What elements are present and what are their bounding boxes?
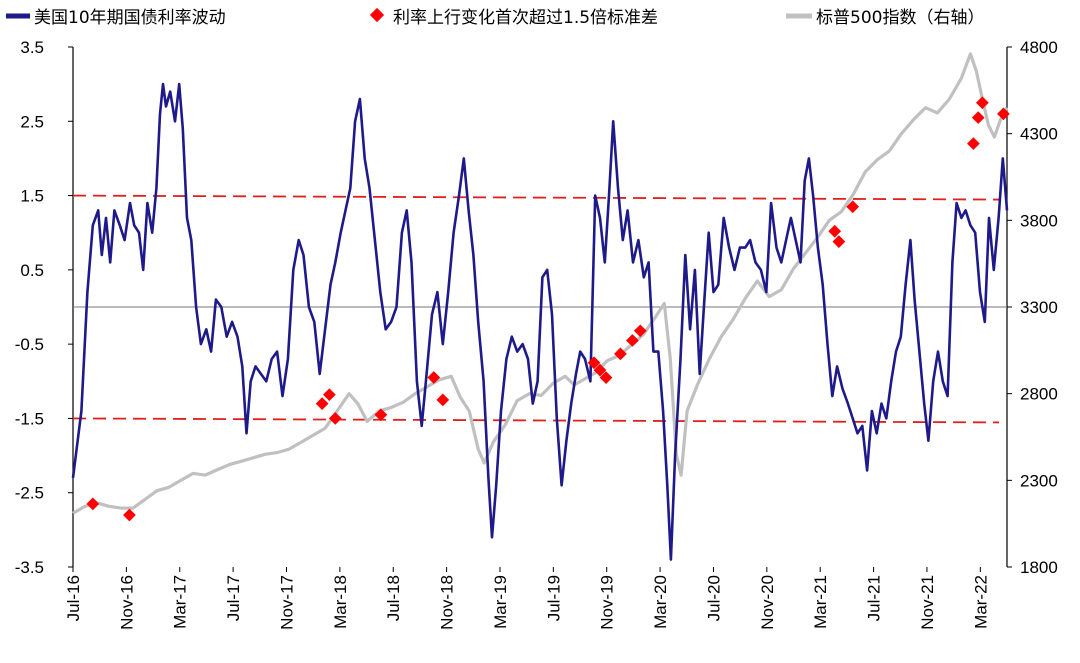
signal-marker [976, 96, 989, 110]
x-tick-label: Mar-22 [971, 575, 990, 629]
signal-marker [123, 508, 136, 522]
x-tick-label: Jul-19 [544, 575, 563, 621]
legend-marker-swatch [369, 7, 385, 23]
x-tick-label: Nov-19 [598, 575, 617, 630]
x-tick-label: Nov-20 [758, 575, 777, 630]
legend-marker-label: 利率上行变化首次超过1.5倍标准差 [393, 8, 658, 28]
signal-marker [593, 363, 607, 377]
signal-marker [599, 371, 613, 384]
y-left-tick-label: 3.5 [20, 38, 44, 57]
signal-marker [315, 397, 329, 410]
x-tick-label: Jul-20 [705, 575, 724, 621]
y-left-tick-label: 0.5 [20, 261, 44, 280]
x-tick-label: Mar-19 [491, 575, 510, 629]
x-tick-label: Mar-18 [331, 575, 350, 629]
y-left-tick-label: 1.5 [20, 187, 44, 206]
y-right-tick-label: 1800 [1020, 558, 1058, 577]
signal-marker [427, 371, 441, 384]
upper-threshold-line [72, 194, 1000, 201]
y-right-tick-label: 4300 [1020, 125, 1058, 144]
y-left-tick-label: -0.5 [15, 335, 44, 354]
signal-marker [322, 388, 336, 402]
signal-marker [374, 408, 388, 422]
signal-marker [828, 224, 842, 238]
signal-marker [832, 235, 846, 249]
y-left-tick-label: 2.5 [20, 112, 44, 131]
y-right-tick-label: 2300 [1020, 471, 1058, 490]
lower-threshold-line [72, 417, 1000, 424]
x-ticks: Jul-16 Nov-16 Mar-17 Jul-17 Nov-17 Mar-18 Jul-… [64, 567, 990, 630]
y-left-tick-label: -2.5 [15, 484, 44, 503]
x-tick-label: Jul-21 [865, 575, 884, 621]
signal-marker [626, 334, 639, 347]
rate-series-line [71, 82, 1009, 561]
x-tick-label: Nov-18 [438, 575, 457, 630]
x-tick-label: Jul-16 [64, 575, 83, 621]
signal-marker [86, 497, 100, 511]
y-left-ticks: 3.5 2.5 1.5 0.5 -0.5 -1.5 -2.5 -3.5 [15, 38, 73, 577]
x-tick-label: Jul-17 [224, 575, 243, 621]
legend: 美国10年期国债利率波动 利率上行变化首次超过1.5倍标准差 标普500指数（右… [6, 7, 984, 28]
signal-marker [436, 393, 450, 407]
signal-marker [328, 412, 342, 425]
x-tick-label: Nov-17 [278, 575, 297, 630]
x-tick-label: Mar-17 [171, 575, 190, 629]
x-tick-label: Jul-18 [384, 575, 403, 621]
x-tick-label: Nov-16 [117, 575, 136, 630]
x-tick-label: Nov-21 [918, 575, 937, 630]
x-tick-label: Mar-20 [651, 575, 670, 629]
x-tick-label: Mar-21 [811, 575, 830, 629]
y-right-tick-label: 4800 [1020, 38, 1058, 57]
plot-area [71, 52, 1010, 561]
legend-rate-label: 美国10年期国债利率波动 [34, 8, 226, 28]
signal-marker [967, 137, 980, 150]
y-right-tick-label: 3800 [1020, 211, 1058, 230]
y-right-tick-label: 2800 [1020, 385, 1058, 404]
y-right-tick-label: 3300 [1020, 298, 1058, 317]
y-left-tick-label: -3.5 [15, 558, 44, 577]
y-right-ticks: 4800 4300 3800 3300 2800 2300 1800 [1007, 38, 1058, 577]
spx-series-line [72, 52, 1009, 515]
signal-marker [971, 111, 985, 124]
signal-marker [587, 356, 601, 370]
y-left-tick-label: -1.5 [15, 409, 44, 428]
legend-spx-label: 标普500指数（右轴） [816, 8, 984, 28]
